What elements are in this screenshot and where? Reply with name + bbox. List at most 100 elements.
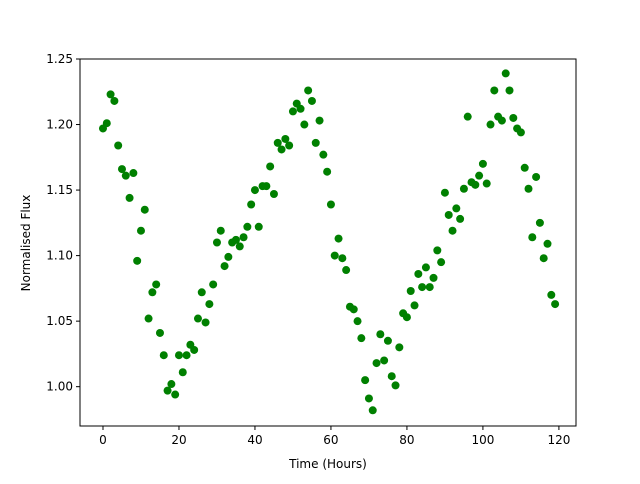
x-tick-label: 120 <box>547 433 570 447</box>
point <box>167 380 176 389</box>
point <box>250 186 259 195</box>
point <box>266 162 275 171</box>
point <box>102 119 111 128</box>
point <box>433 246 442 255</box>
point <box>178 368 187 377</box>
point <box>361 376 370 385</box>
point <box>338 254 347 263</box>
point <box>262 182 271 191</box>
point <box>334 234 343 243</box>
point <box>125 193 134 202</box>
x-tick-label: 0 <box>99 433 107 447</box>
point <box>205 300 214 309</box>
point <box>243 222 252 231</box>
point <box>285 141 294 150</box>
point <box>497 116 506 125</box>
point <box>201 318 210 327</box>
point <box>482 179 491 188</box>
point <box>357 334 366 343</box>
point <box>387 372 396 381</box>
point <box>277 145 286 154</box>
point <box>247 200 256 209</box>
point <box>315 116 324 125</box>
point <box>475 171 484 180</box>
point <box>155 328 164 337</box>
point <box>323 167 332 176</box>
point <box>459 184 468 193</box>
point <box>463 112 472 121</box>
point <box>456 214 465 223</box>
x-tick-label: 80 <box>399 433 414 447</box>
point <box>532 172 541 181</box>
point <box>478 159 487 168</box>
point <box>406 286 415 295</box>
point <box>342 266 351 275</box>
point <box>349 305 358 314</box>
point <box>326 200 335 209</box>
point <box>452 204 461 213</box>
point <box>140 205 149 214</box>
point <box>421 263 430 272</box>
point <box>273 138 282 147</box>
point <box>171 390 180 399</box>
point <box>224 252 233 261</box>
point <box>212 238 221 247</box>
point <box>281 134 290 143</box>
point <box>304 86 313 95</box>
point <box>231 235 240 244</box>
point <box>535 218 544 227</box>
y-tick-label: 1.00 <box>46 380 73 394</box>
point <box>110 96 119 105</box>
point <box>551 300 560 309</box>
point <box>197 288 206 297</box>
point <box>501 69 510 78</box>
point <box>307 96 316 105</box>
point <box>121 171 130 180</box>
point <box>505 86 514 95</box>
point <box>159 351 168 360</box>
point <box>269 190 278 199</box>
point <box>330 251 339 260</box>
x-tick-label: 40 <box>247 433 262 447</box>
point <box>414 269 423 278</box>
point <box>486 120 495 129</box>
x-axis-label: Time (Hours) <box>288 457 367 471</box>
point <box>509 113 518 122</box>
point <box>220 262 229 271</box>
point <box>520 163 529 172</box>
point <box>410 301 419 310</box>
point <box>543 239 552 248</box>
point <box>319 150 328 159</box>
point <box>353 317 362 326</box>
y-tick-label: 1.20 <box>46 118 73 132</box>
point <box>380 356 389 365</box>
point <box>182 351 191 360</box>
point <box>402 313 411 322</box>
point <box>372 359 381 368</box>
point <box>148 288 157 297</box>
point <box>440 188 449 197</box>
point <box>144 314 153 323</box>
point <box>471 180 480 189</box>
point <box>376 330 385 339</box>
point <box>437 258 446 267</box>
point <box>311 138 320 147</box>
point <box>133 256 142 265</box>
point <box>444 210 453 219</box>
point <box>516 128 525 137</box>
y-tick-label: 1.15 <box>46 183 73 197</box>
point <box>106 90 115 99</box>
point <box>425 283 434 292</box>
y-tick-label: 1.10 <box>46 249 73 263</box>
point <box>136 226 145 235</box>
point <box>174 351 183 360</box>
point <box>395 343 404 352</box>
point <box>114 141 123 150</box>
point <box>288 107 297 116</box>
point <box>152 280 161 289</box>
point <box>296 104 305 113</box>
point <box>368 406 377 415</box>
point <box>163 386 172 395</box>
y-tick-label: 1.25 <box>46 52 73 66</box>
